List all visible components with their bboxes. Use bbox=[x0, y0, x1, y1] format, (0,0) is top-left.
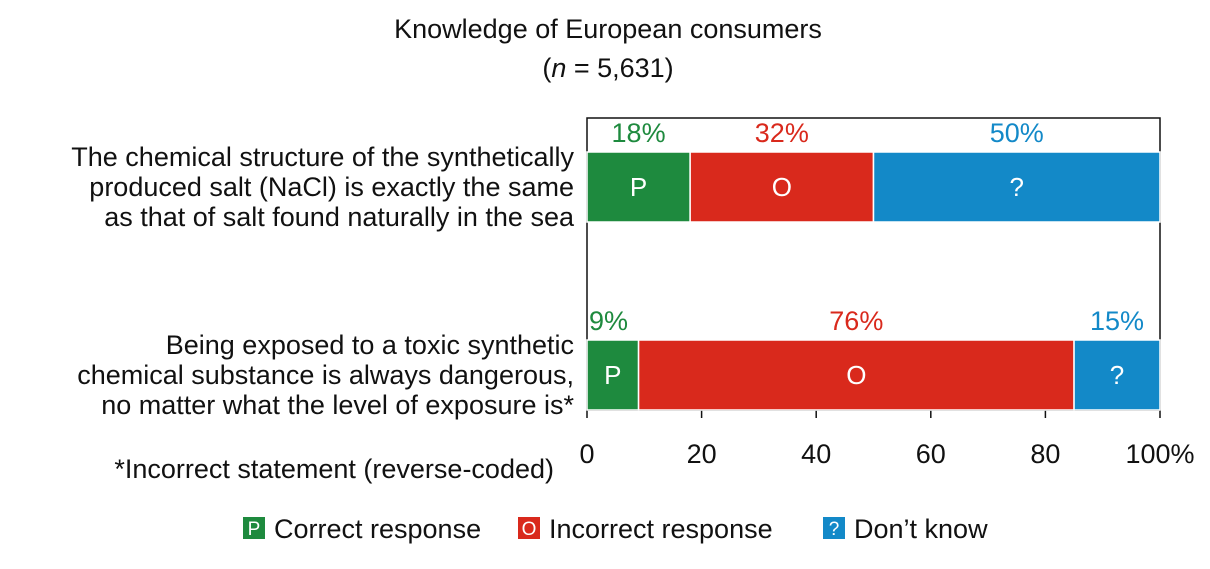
legend-swatch bbox=[518, 517, 540, 539]
legend-label: Correct response bbox=[274, 514, 481, 544]
data-label: 18% bbox=[612, 118, 666, 148]
category-label: chemical substance is always dangerous, bbox=[77, 360, 574, 390]
chart-subtitle: (n = 5,631) bbox=[542, 53, 673, 83]
x-tick-label: 80 bbox=[1030, 439, 1060, 469]
bar-segment bbox=[689, 151, 875, 223]
bar-segment-letter: P bbox=[630, 172, 647, 202]
x-tick-label: 0 bbox=[579, 439, 594, 469]
category-label: Being exposed to a toxic synthetic bbox=[166, 330, 574, 360]
bar-segment-letter: O bbox=[846, 360, 866, 390]
x-tick-label: 100% bbox=[1125, 439, 1194, 469]
bar-segment-letter: O bbox=[772, 172, 792, 202]
legend: P Correct response O Incorrect response? Don… bbox=[243, 514, 988, 544]
data-label: 9% bbox=[589, 306, 628, 336]
x-tick-label: 20 bbox=[687, 439, 717, 469]
legend-swatch bbox=[243, 517, 265, 539]
bar-segment-letter: P bbox=[604, 360, 621, 390]
data-label: 32% bbox=[755, 118, 809, 148]
bar-segment bbox=[872, 151, 1161, 223]
category-label: no matter what the level of exposure is* bbox=[101, 390, 574, 420]
data-label: 15% bbox=[1090, 306, 1144, 336]
x-tick-label: 40 bbox=[801, 439, 831, 469]
legend-swatch-letter: P bbox=[248, 519, 261, 540]
chart-title: Knowledge of European consumers bbox=[394, 14, 822, 44]
legend-label: Incorrect response bbox=[549, 514, 773, 544]
legend-swatch-letter: O bbox=[522, 519, 537, 540]
legend-label: Don’t know bbox=[854, 514, 988, 544]
bar-segment-letter: ? bbox=[1010, 172, 1024, 202]
category-label: The chemical structure of the synthetica… bbox=[71, 142, 574, 172]
bar-segment bbox=[586, 151, 691, 223]
bar-segment-letter: ? bbox=[1110, 360, 1124, 390]
data-label: 50% bbox=[990, 118, 1044, 148]
data-label: 76% bbox=[829, 306, 883, 336]
legend-swatch bbox=[823, 517, 845, 539]
legend-swatch-letter: ? bbox=[829, 519, 840, 540]
category-label: produced salt (NaCl) is exactly the same bbox=[89, 172, 574, 202]
bar-segment bbox=[637, 339, 1075, 411]
plot-area: 0 20 40 60 80 100% The chemical structure of t… bbox=[71, 117, 1195, 469]
x-tick-label: 60 bbox=[916, 439, 946, 469]
bar-segment bbox=[586, 339, 640, 411]
footnote: *Incorrect statement (reverse-coded) bbox=[114, 454, 554, 484]
category-label: as that of salt found naturally in the s… bbox=[104, 202, 575, 232]
bar-segment bbox=[1073, 339, 1161, 411]
